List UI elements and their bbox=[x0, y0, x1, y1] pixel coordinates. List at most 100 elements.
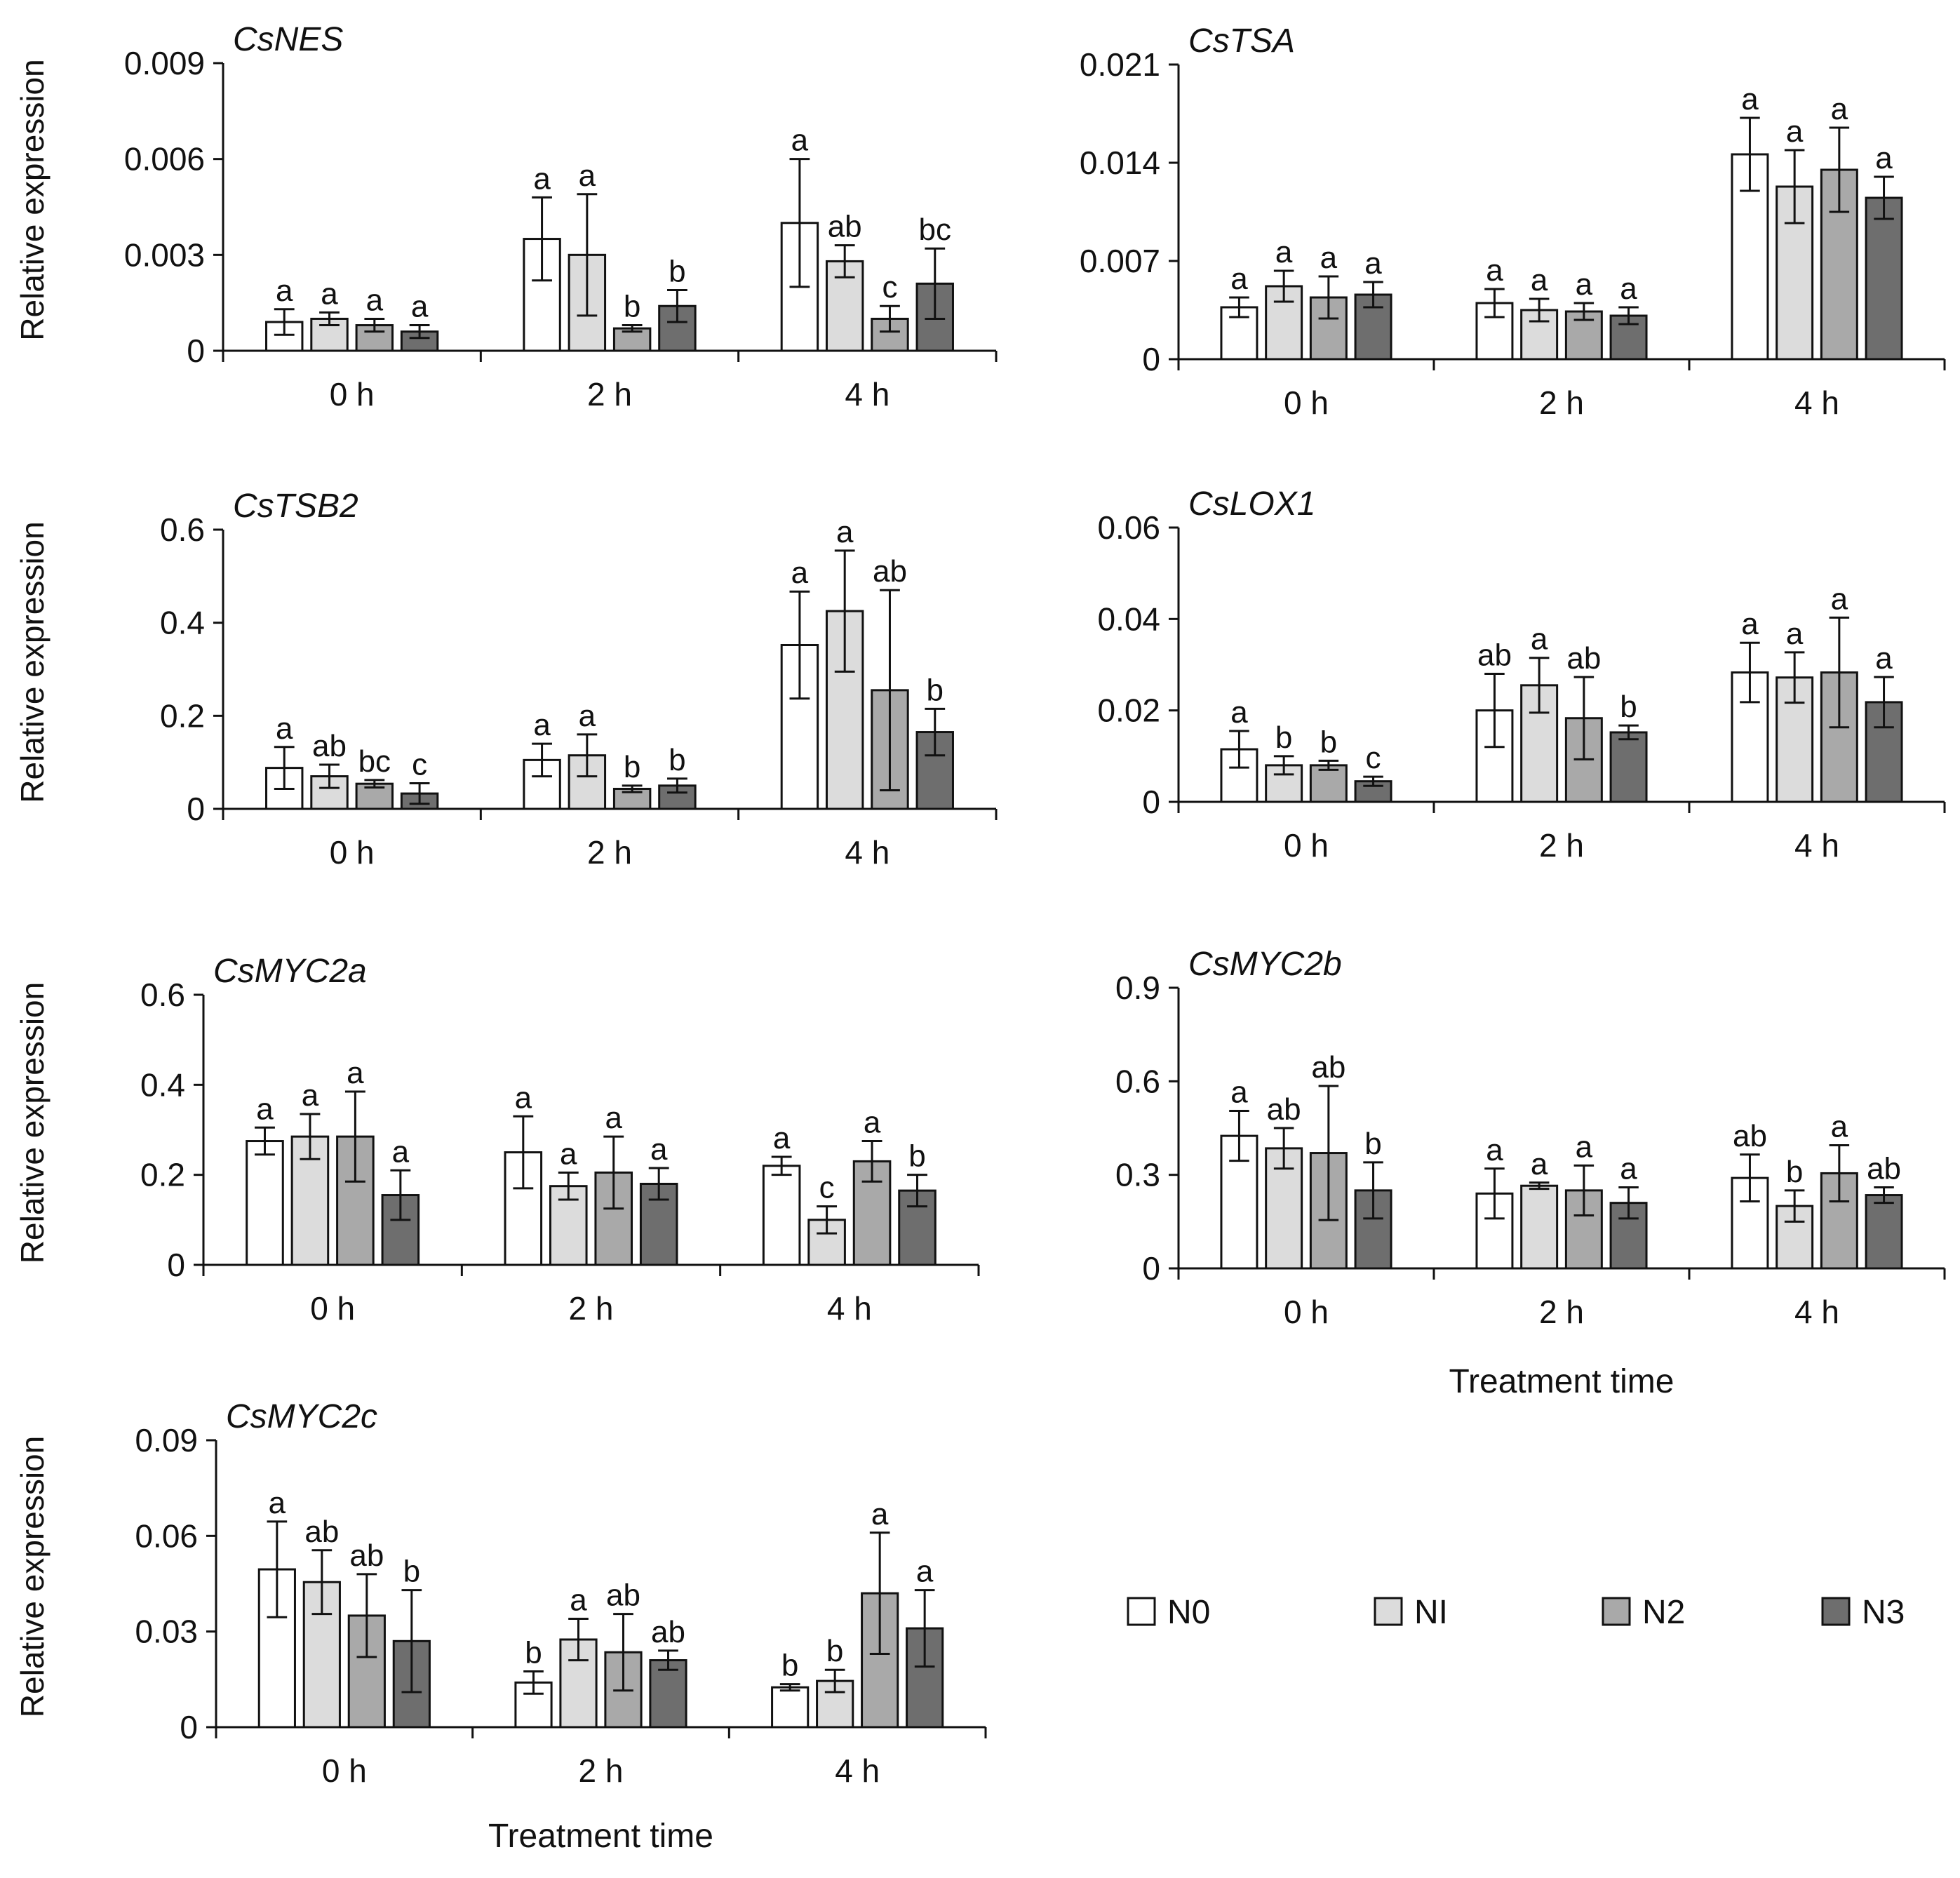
category-label: 4 h bbox=[845, 376, 890, 413]
legend-label-N3: N3 bbox=[1862, 1594, 1905, 1631]
legend-label-N0: N0 bbox=[1167, 1594, 1210, 1631]
category-label: 0 h bbox=[1284, 1294, 1329, 1330]
significance-letter: ab bbox=[349, 1538, 384, 1573]
panel-title: CsMYC2a bbox=[213, 953, 367, 990]
significance-letter: a bbox=[1230, 695, 1248, 730]
category-label: 0 h bbox=[310, 1290, 355, 1327]
y-tick-label: 0.9 bbox=[1115, 970, 1160, 1006]
y-tick-label: 0.03 bbox=[135, 1614, 198, 1650]
significance-letter: a bbox=[570, 1583, 587, 1617]
bar-N2 bbox=[355, 324, 394, 352]
significance-letter: b bbox=[1275, 720, 1292, 755]
y-tick-label: 0 bbox=[1142, 1250, 1160, 1287]
significance-letter: ab bbox=[312, 729, 347, 763]
y-tick-label: 0.003 bbox=[124, 236, 205, 273]
category-label: 4 h bbox=[1794, 384, 1839, 421]
significance-letter: b bbox=[1320, 725, 1337, 759]
significance-letter: a bbox=[411, 290, 429, 324]
y-axis-label: Relative expression bbox=[14, 1436, 51, 1717]
bar-N3 bbox=[1609, 731, 1648, 803]
y-tick-label: 0 bbox=[187, 791, 205, 827]
bar-N0 bbox=[514, 1681, 553, 1729]
significance-letter: b bbox=[624, 290, 640, 324]
category-label: 0 h bbox=[1284, 827, 1329, 864]
significance-letter: a bbox=[579, 699, 596, 733]
significance-letter: c bbox=[882, 270, 897, 304]
significance-letter: ab bbox=[1311, 1050, 1345, 1085]
significance-letter: a bbox=[1275, 235, 1293, 269]
significance-letter: a bbox=[605, 1101, 622, 1135]
significance-letter: a bbox=[392, 1134, 410, 1169]
significance-letter: a bbox=[321, 276, 338, 311]
significance-letter: a bbox=[276, 274, 293, 308]
significance-letter: a bbox=[1741, 607, 1759, 641]
category-label: 2 h bbox=[1539, 384, 1584, 421]
y-tick-label: 0.006 bbox=[124, 141, 205, 177]
significance-letter: a bbox=[650, 1132, 668, 1167]
y-tick-label: 0.021 bbox=[1080, 46, 1160, 83]
significance-letter: ab bbox=[873, 554, 907, 589]
significance-letter: b bbox=[403, 1555, 420, 1589]
bar-N3 bbox=[649, 1659, 687, 1729]
bar-N0 bbox=[1731, 671, 1769, 803]
panel-title: CsLOX1 bbox=[1188, 485, 1315, 523]
y-tick-label: 0 bbox=[1142, 341, 1160, 377]
significance-letter: a bbox=[773, 1121, 791, 1155]
bar-N3 bbox=[1609, 1202, 1648, 1270]
significance-letter: ab bbox=[1267, 1092, 1301, 1127]
bar-N0 bbox=[1475, 709, 1514, 803]
significance-letter: a bbox=[916, 1555, 934, 1589]
significance-letter: ab bbox=[1566, 641, 1601, 676]
legend-label-NI: NI bbox=[1414, 1594, 1448, 1631]
category-label: 2 h bbox=[579, 1752, 624, 1789]
significance-letter: a bbox=[791, 123, 809, 158]
significance-letter: b bbox=[525, 1635, 542, 1670]
significance-letter: a bbox=[1576, 1129, 1593, 1164]
category-label: 0 h bbox=[322, 1752, 367, 1789]
significance-letter: a bbox=[1230, 1075, 1248, 1110]
panel-title: CsTSB2 bbox=[233, 488, 358, 525]
category-label: 4 h bbox=[827, 1290, 872, 1327]
significance-letter: a bbox=[1364, 246, 1382, 281]
y-tick-label: 0.6 bbox=[1115, 1063, 1160, 1099]
significance-letter: ab bbox=[1477, 638, 1512, 673]
significance-letter: a bbox=[836, 515, 854, 549]
significance-letter: a bbox=[1741, 82, 1759, 116]
bar-N2 bbox=[1309, 764, 1348, 803]
significance-letter: a bbox=[1831, 92, 1848, 126]
significance-letter: a bbox=[1786, 617, 1804, 651]
significance-letter: a bbox=[366, 283, 384, 317]
significance-letter: b bbox=[669, 254, 685, 288]
legend-swatch-N0 bbox=[1127, 1597, 1156, 1626]
significance-letter: a bbox=[347, 1056, 364, 1090]
legend: N0 NI N2 N3 bbox=[1127, 1594, 1905, 1631]
y-tick-label: 0.2 bbox=[140, 1157, 185, 1193]
significance-letter: ab bbox=[651, 1615, 685, 1649]
significance-letter: a bbox=[1486, 1133, 1503, 1167]
y-axis-label: Relative expression bbox=[14, 59, 51, 340]
significance-letter: b bbox=[781, 1649, 798, 1683]
significance-letter: a bbox=[1486, 253, 1503, 288]
bar-N0 bbox=[246, 1140, 284, 1266]
category-label: 2 h bbox=[1539, 827, 1584, 864]
bar-N2 bbox=[355, 782, 394, 810]
significance-letter: b bbox=[927, 673, 944, 707]
legend-swatch-NI bbox=[1374, 1597, 1403, 1626]
bar-N0 bbox=[1475, 1192, 1514, 1270]
y-tick-label: 0.009 bbox=[124, 45, 205, 81]
category-label: 4 h bbox=[1794, 827, 1839, 864]
bar-N0 bbox=[771, 1686, 810, 1729]
category-label: 0 h bbox=[330, 834, 375, 871]
bar-N3 bbox=[658, 304, 697, 352]
significance-letter: a bbox=[1875, 641, 1893, 676]
y-tick-label: 0 bbox=[180, 1709, 198, 1745]
bar-N0 bbox=[762, 1165, 801, 1266]
significance-letter: a bbox=[1576, 267, 1593, 302]
